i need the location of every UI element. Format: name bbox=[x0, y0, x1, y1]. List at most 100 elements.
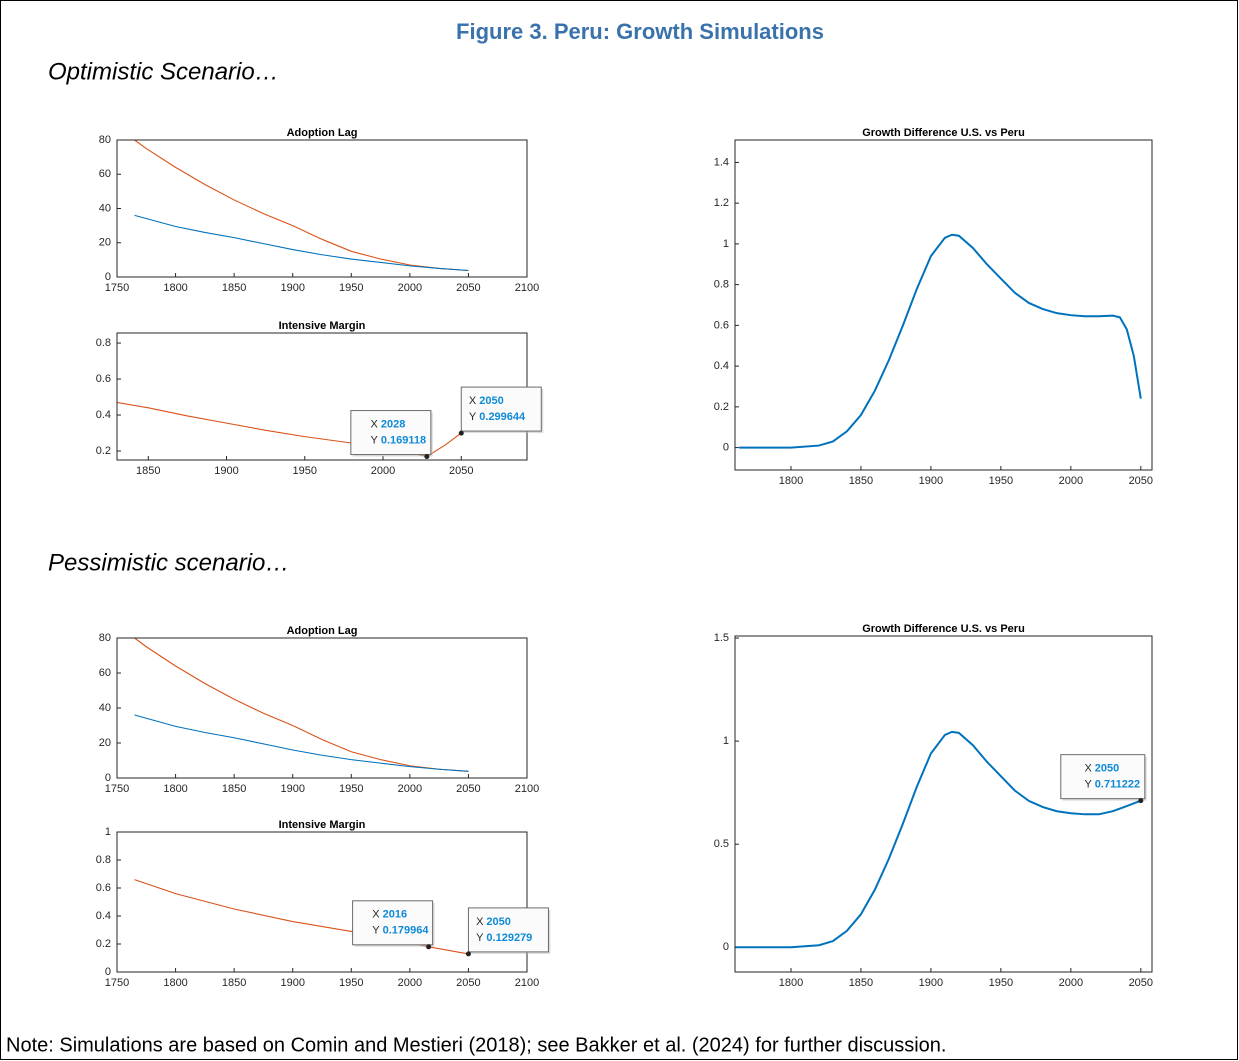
datatip-value: 0.299644 bbox=[479, 411, 526, 423]
y-tick-label: 1.2 bbox=[714, 197, 729, 209]
x-tick-label: 1900 bbox=[280, 783, 304, 795]
x-tick-label: 1900 bbox=[280, 282, 304, 294]
x-tick-label: 2050 bbox=[456, 783, 480, 795]
datatip-box bbox=[350, 410, 432, 456]
x-tick-label: 2050 bbox=[456, 282, 480, 294]
x-tick-label: 2000 bbox=[398, 783, 422, 795]
chart-title: Intensive Margin bbox=[279, 320, 366, 332]
x-tick-label: 2000 bbox=[1059, 977, 1083, 989]
x-tick-label: 1850 bbox=[222, 977, 246, 989]
y-tick-label: 1.4 bbox=[714, 156, 729, 168]
x-tick-label: 1950 bbox=[293, 465, 317, 477]
y-tick-label: 0 bbox=[105, 966, 111, 978]
y-tick-label: 0.5 bbox=[714, 838, 729, 850]
y-tick-label: 60 bbox=[99, 168, 111, 180]
axes: Adoption Lag 1750 1800 1850 1900 1950 2000 2050… bbox=[99, 127, 539, 294]
y-tick-label: 1 bbox=[723, 735, 729, 747]
datatip-value: 0.179964 bbox=[383, 925, 430, 937]
axes-box bbox=[116, 139, 528, 278]
datatip-value: 0.169118 bbox=[381, 434, 426, 446]
y-tick-label: 0.2 bbox=[96, 938, 111, 950]
chart-title: Growth Difference U.S. vs Peru bbox=[862, 623, 1025, 635]
line-series bbox=[134, 214, 469, 272]
y-tick-label: 0.6 bbox=[714, 319, 729, 331]
axes: Adoption Lag 1750 1800 1850 1900 1950 2000 2050… bbox=[99, 625, 539, 795]
x-tick-label: 2050 bbox=[1129, 475, 1153, 487]
y-tick-label: 0.2 bbox=[96, 445, 111, 457]
axes: Growth Difference U.S. vs Peru 1800 1850 19… bbox=[714, 623, 1153, 989]
y-tick-label: 0.2 bbox=[714, 401, 729, 413]
x-tick-label: 1900 bbox=[919, 977, 943, 989]
y-tick-label: 20 bbox=[99, 237, 111, 249]
y-tick-label: 0.8 bbox=[714, 279, 729, 291]
line-series bbox=[134, 140, 469, 272]
axes: Intensive Margin 1850 1900 1950 2000 2050 0.2 0… bbox=[96, 320, 528, 477]
x-tick-label: 2000 bbox=[371, 465, 395, 477]
figure-title: Figure 3. Peru: Growth Simulations bbox=[456, 19, 824, 44]
x-tick-label: 1950 bbox=[339, 783, 363, 795]
y-tick-label: 0.4 bbox=[96, 409, 111, 421]
datatip-label: Y bbox=[371, 434, 379, 446]
x-tick-label: 1800 bbox=[163, 977, 187, 989]
datatip-point bbox=[424, 454, 430, 460]
x-tick-label: 1800 bbox=[163, 783, 187, 795]
section-label: Optimistic Scenario… bbox=[48, 58, 279, 85]
y-tick-label: 20 bbox=[99, 737, 111, 749]
y-tick-label: 0.8 bbox=[96, 337, 111, 349]
x-tick-label: 1850 bbox=[222, 783, 246, 795]
datatip-point bbox=[426, 944, 432, 950]
y-tick-label: 40 bbox=[99, 702, 111, 714]
datatip-value: 0.129279 bbox=[486, 932, 532, 944]
line-series bbox=[739, 233, 1142, 449]
axes-box bbox=[116, 637, 528, 779]
line-series bbox=[134, 638, 469, 772]
x-tick-label: 2000 bbox=[398, 977, 422, 989]
x-tick-label: 2100 bbox=[515, 977, 539, 989]
plot-area bbox=[117, 140, 527, 277]
x-tick-label: 1800 bbox=[163, 282, 187, 294]
y-tick-label: 1.5 bbox=[714, 632, 729, 644]
x-tick-label: 1750 bbox=[105, 783, 129, 795]
plot-area bbox=[117, 638, 527, 778]
datatip-value: 2016 bbox=[383, 909, 407, 921]
datatip-label: Y bbox=[469, 411, 477, 423]
y-tick-label: 60 bbox=[99, 667, 111, 679]
datatip-value: 2028 bbox=[381, 418, 405, 430]
datatip-label: X bbox=[1084, 763, 1092, 775]
y-tick-label: 80 bbox=[99, 134, 111, 146]
datatip-value: 2050 bbox=[486, 916, 510, 928]
chart-title: Adoption Lag bbox=[287, 625, 358, 637]
y-tick-label: 0.8 bbox=[96, 854, 111, 866]
y-tick-label: 0 bbox=[723, 941, 729, 953]
datatip-box bbox=[1060, 754, 1146, 800]
plot-area bbox=[117, 832, 527, 972]
y-tick-label: 0.4 bbox=[96, 910, 111, 922]
x-tick-label: 1750 bbox=[105, 282, 129, 294]
x-tick-label: 1800 bbox=[779, 475, 803, 487]
datatip-box bbox=[467, 907, 549, 953]
x-tick-label: 2100 bbox=[515, 282, 539, 294]
datatip-box bbox=[352, 900, 434, 946]
datatip-label: X bbox=[469, 395, 477, 407]
datatip-value: 0.711222 bbox=[1095, 779, 1140, 791]
datatip-point bbox=[458, 430, 464, 436]
x-tick-label: 2050 bbox=[449, 465, 473, 477]
section-label: Pessimistic scenario… bbox=[48, 549, 289, 576]
datatip-label: Y bbox=[476, 932, 484, 944]
x-tick-label: 2000 bbox=[398, 282, 422, 294]
y-tick-label: 80 bbox=[99, 632, 111, 644]
y-tick-label: 0 bbox=[723, 441, 729, 453]
datatip-label: X bbox=[371, 418, 379, 430]
y-tick-label: 0 bbox=[105, 271, 111, 283]
x-tick-label: 1950 bbox=[989, 475, 1013, 487]
datatip-point bbox=[1138, 798, 1144, 804]
x-tick-label: 1950 bbox=[989, 977, 1013, 989]
x-tick-label: 1850 bbox=[849, 475, 873, 487]
x-tick-label: 1800 bbox=[779, 977, 803, 989]
axes-box bbox=[116, 831, 528, 973]
